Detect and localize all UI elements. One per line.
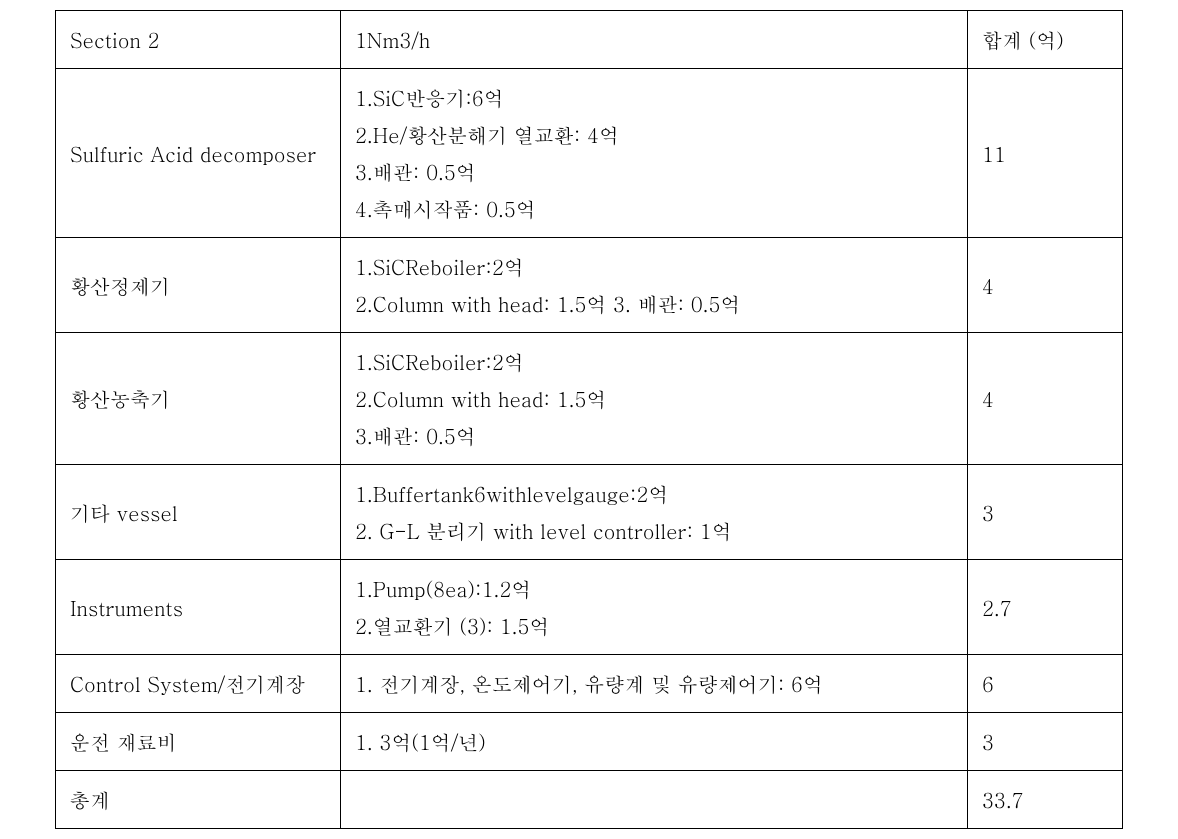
row-total: 4 — [968, 333, 1123, 465]
table-row: 기타 vessel 1.Buffertank6withlevelgauge:2억… — [56, 465, 1123, 560]
table-row-total: 총계 33.7 — [56, 771, 1123, 829]
row-total: 33.7 — [968, 771, 1123, 829]
table-row: Sulfuric Acid decomposer 1.SiC반응기:6억 2.H… — [56, 69, 1123, 238]
table-row: 운전 재료비 1. 3억(1억/년) 3 — [56, 713, 1123, 771]
cost-table: Section 2 1Nm3/h 합계 (억) Sulfuric Acid de… — [55, 10, 1123, 829]
row-label: 총계 — [56, 771, 341, 829]
table-row: Instruments 1.Pump(8ea):1.2억 2.열교환기 (3):… — [56, 560, 1123, 655]
row-total: 11 — [968, 69, 1123, 238]
row-total: 3 — [968, 713, 1123, 771]
header-total: 합계 (억) — [968, 11, 1123, 69]
row-detail: 1.SiC반응기:6억 2.He/황산분해기 열교환: 4억 3.배관: 0.5… — [341, 69, 968, 238]
table-row: Control System/전기계장 1. 전기계장, 온도제어기, 유량계 … — [56, 655, 1123, 713]
row-label: Instruments — [56, 560, 341, 655]
row-label: 기타 vessel — [56, 465, 341, 560]
table-row: 황산농축기 1.SiCReboiler:2억 2.Column with hea… — [56, 333, 1123, 465]
row-detail — [341, 771, 968, 829]
row-detail: 1. 전기계장, 온도제어기, 유량계 및 유량제어기: 6억 — [341, 655, 968, 713]
row-label: 황산정제기 — [56, 238, 341, 333]
row-detail: 1.SiCReboiler:2억 2.Column with head: 1.5… — [341, 333, 968, 465]
row-label: Control System/전기계장 — [56, 655, 341, 713]
header-spec: 1Nm3/h — [341, 11, 968, 69]
row-total: 6 — [968, 655, 1123, 713]
table-header-row: Section 2 1Nm3/h 합계 (억) — [56, 11, 1123, 69]
row-detail: 1.SiCReboiler:2억 2.Column with head: 1.5… — [341, 238, 968, 333]
row-total: 3 — [968, 465, 1123, 560]
header-section: Section 2 — [56, 11, 341, 69]
row-total: 4 — [968, 238, 1123, 333]
cost-table-container: Section 2 1Nm3/h 합계 (억) Sulfuric Acid de… — [0, 0, 1178, 839]
row-detail: 1.Pump(8ea):1.2억 2.열교환기 (3): 1.5억 — [341, 560, 968, 655]
row-label: 황산농축기 — [56, 333, 341, 465]
row-detail: 1.Buffertank6withlevelgauge:2억 2. G-L 분리… — [341, 465, 968, 560]
row-label: Sulfuric Acid decomposer — [56, 69, 341, 238]
row-detail: 1. 3억(1억/년) — [341, 713, 968, 771]
table-row: 황산정제기 1.SiCReboiler:2억 2.Column with hea… — [56, 238, 1123, 333]
row-total: 2.7 — [968, 560, 1123, 655]
row-label: 운전 재료비 — [56, 713, 341, 771]
